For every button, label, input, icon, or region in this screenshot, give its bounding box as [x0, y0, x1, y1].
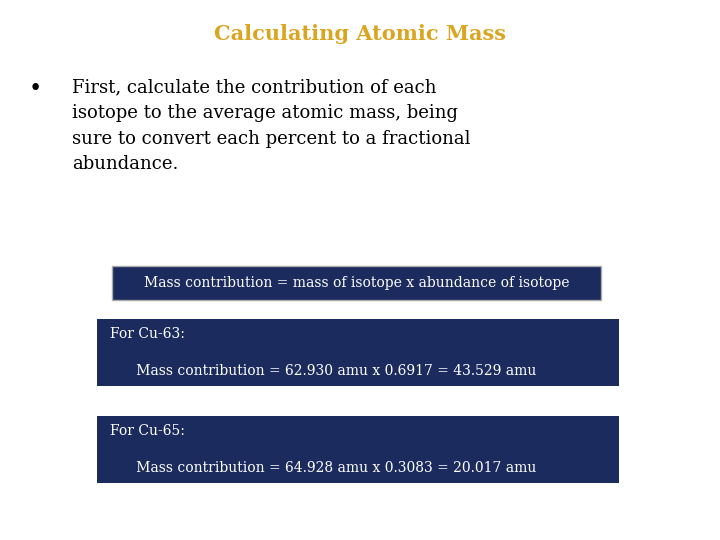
FancyBboxPatch shape — [97, 416, 619, 483]
Text: First, calculate the contribution of each
isotope to the average atomic mass, be: First, calculate the contribution of eac… — [72, 78, 470, 173]
Text: For Cu-63:: For Cu-63: — [110, 327, 185, 341]
Text: Calculating Atomic Mass: Calculating Atomic Mass — [214, 24, 506, 44]
Text: Mass contribution = mass of isotope x abundance of isotope: Mass contribution = mass of isotope x ab… — [144, 276, 569, 290]
Text: Mass contribution = 62.930 amu x 0.6917 = 43.529 amu: Mass contribution = 62.930 amu x 0.6917 … — [110, 364, 536, 378]
FancyBboxPatch shape — [97, 319, 619, 386]
Text: •: • — [29, 78, 42, 100]
FancyBboxPatch shape — [112, 266, 601, 300]
Text: Mass contribution = 64.928 amu x 0.3083 = 20.017 amu: Mass contribution = 64.928 amu x 0.3083 … — [110, 461, 536, 475]
Text: For Cu-65:: For Cu-65: — [110, 424, 185, 438]
